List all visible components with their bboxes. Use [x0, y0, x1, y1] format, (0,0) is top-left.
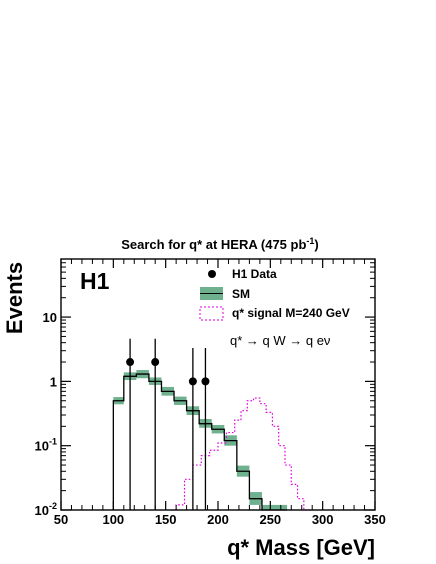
- legend-entry-sm: SM: [200, 287, 250, 301]
- x-tick-label: 350: [364, 512, 386, 527]
- legend-label-sm: SM: [232, 287, 250, 301]
- data-point: [188, 377, 197, 386]
- legend-entry-data: H1 Data: [208, 267, 277, 281]
- data-point: [201, 377, 210, 386]
- x-tick-label: 150: [155, 512, 177, 527]
- legend-label-data: H1 Data: [232, 267, 277, 281]
- x-tick-label: 100: [102, 512, 124, 527]
- legend-data-marker: [208, 270, 216, 278]
- data-point: [126, 358, 135, 367]
- y-tick-label: 10-1: [35, 437, 57, 454]
- legend: H1 Data SM q* signal M=240 GeV: [199, 267, 350, 321]
- y-tick-label: 1: [50, 374, 57, 389]
- x-tick-label: 250: [259, 512, 281, 527]
- axes-layer: 50 100 150 200 250 300 350 10-2 10-1 1 10: [35, 258, 386, 527]
- process-annotation: q* → q W → q eν: [230, 333, 330, 348]
- x-axis-label: q* Mass [GeV]: [227, 535, 375, 560]
- y-tick-label: 10: [43, 310, 57, 325]
- chart-title: Search for q* at HERA (475 pb-1): [121, 236, 319, 252]
- signal-layer: [175, 397, 311, 511]
- data-point: [151, 358, 160, 367]
- sm-band-bin: [261, 504, 275, 510]
- experiment-label: H1: [80, 268, 110, 294]
- y-tick-label: 10-2: [35, 501, 57, 518]
- data-points-layer: [126, 338, 210, 510]
- chart-title-superscript: -1: [306, 236, 314, 246]
- x-tick-label: 200: [207, 512, 229, 527]
- legend-entry-signal: q* signal M=240 GeV: [199, 306, 350, 321]
- legend-label-signal: q* signal M=240 GeV: [232, 306, 350, 320]
- x-tick-label: 50: [54, 512, 68, 527]
- legend-signal-box: [199, 306, 224, 321]
- y-axis-label: Events: [2, 262, 27, 334]
- signal-histogram: [175, 397, 311, 511]
- x-tick-label: 300: [312, 512, 334, 527]
